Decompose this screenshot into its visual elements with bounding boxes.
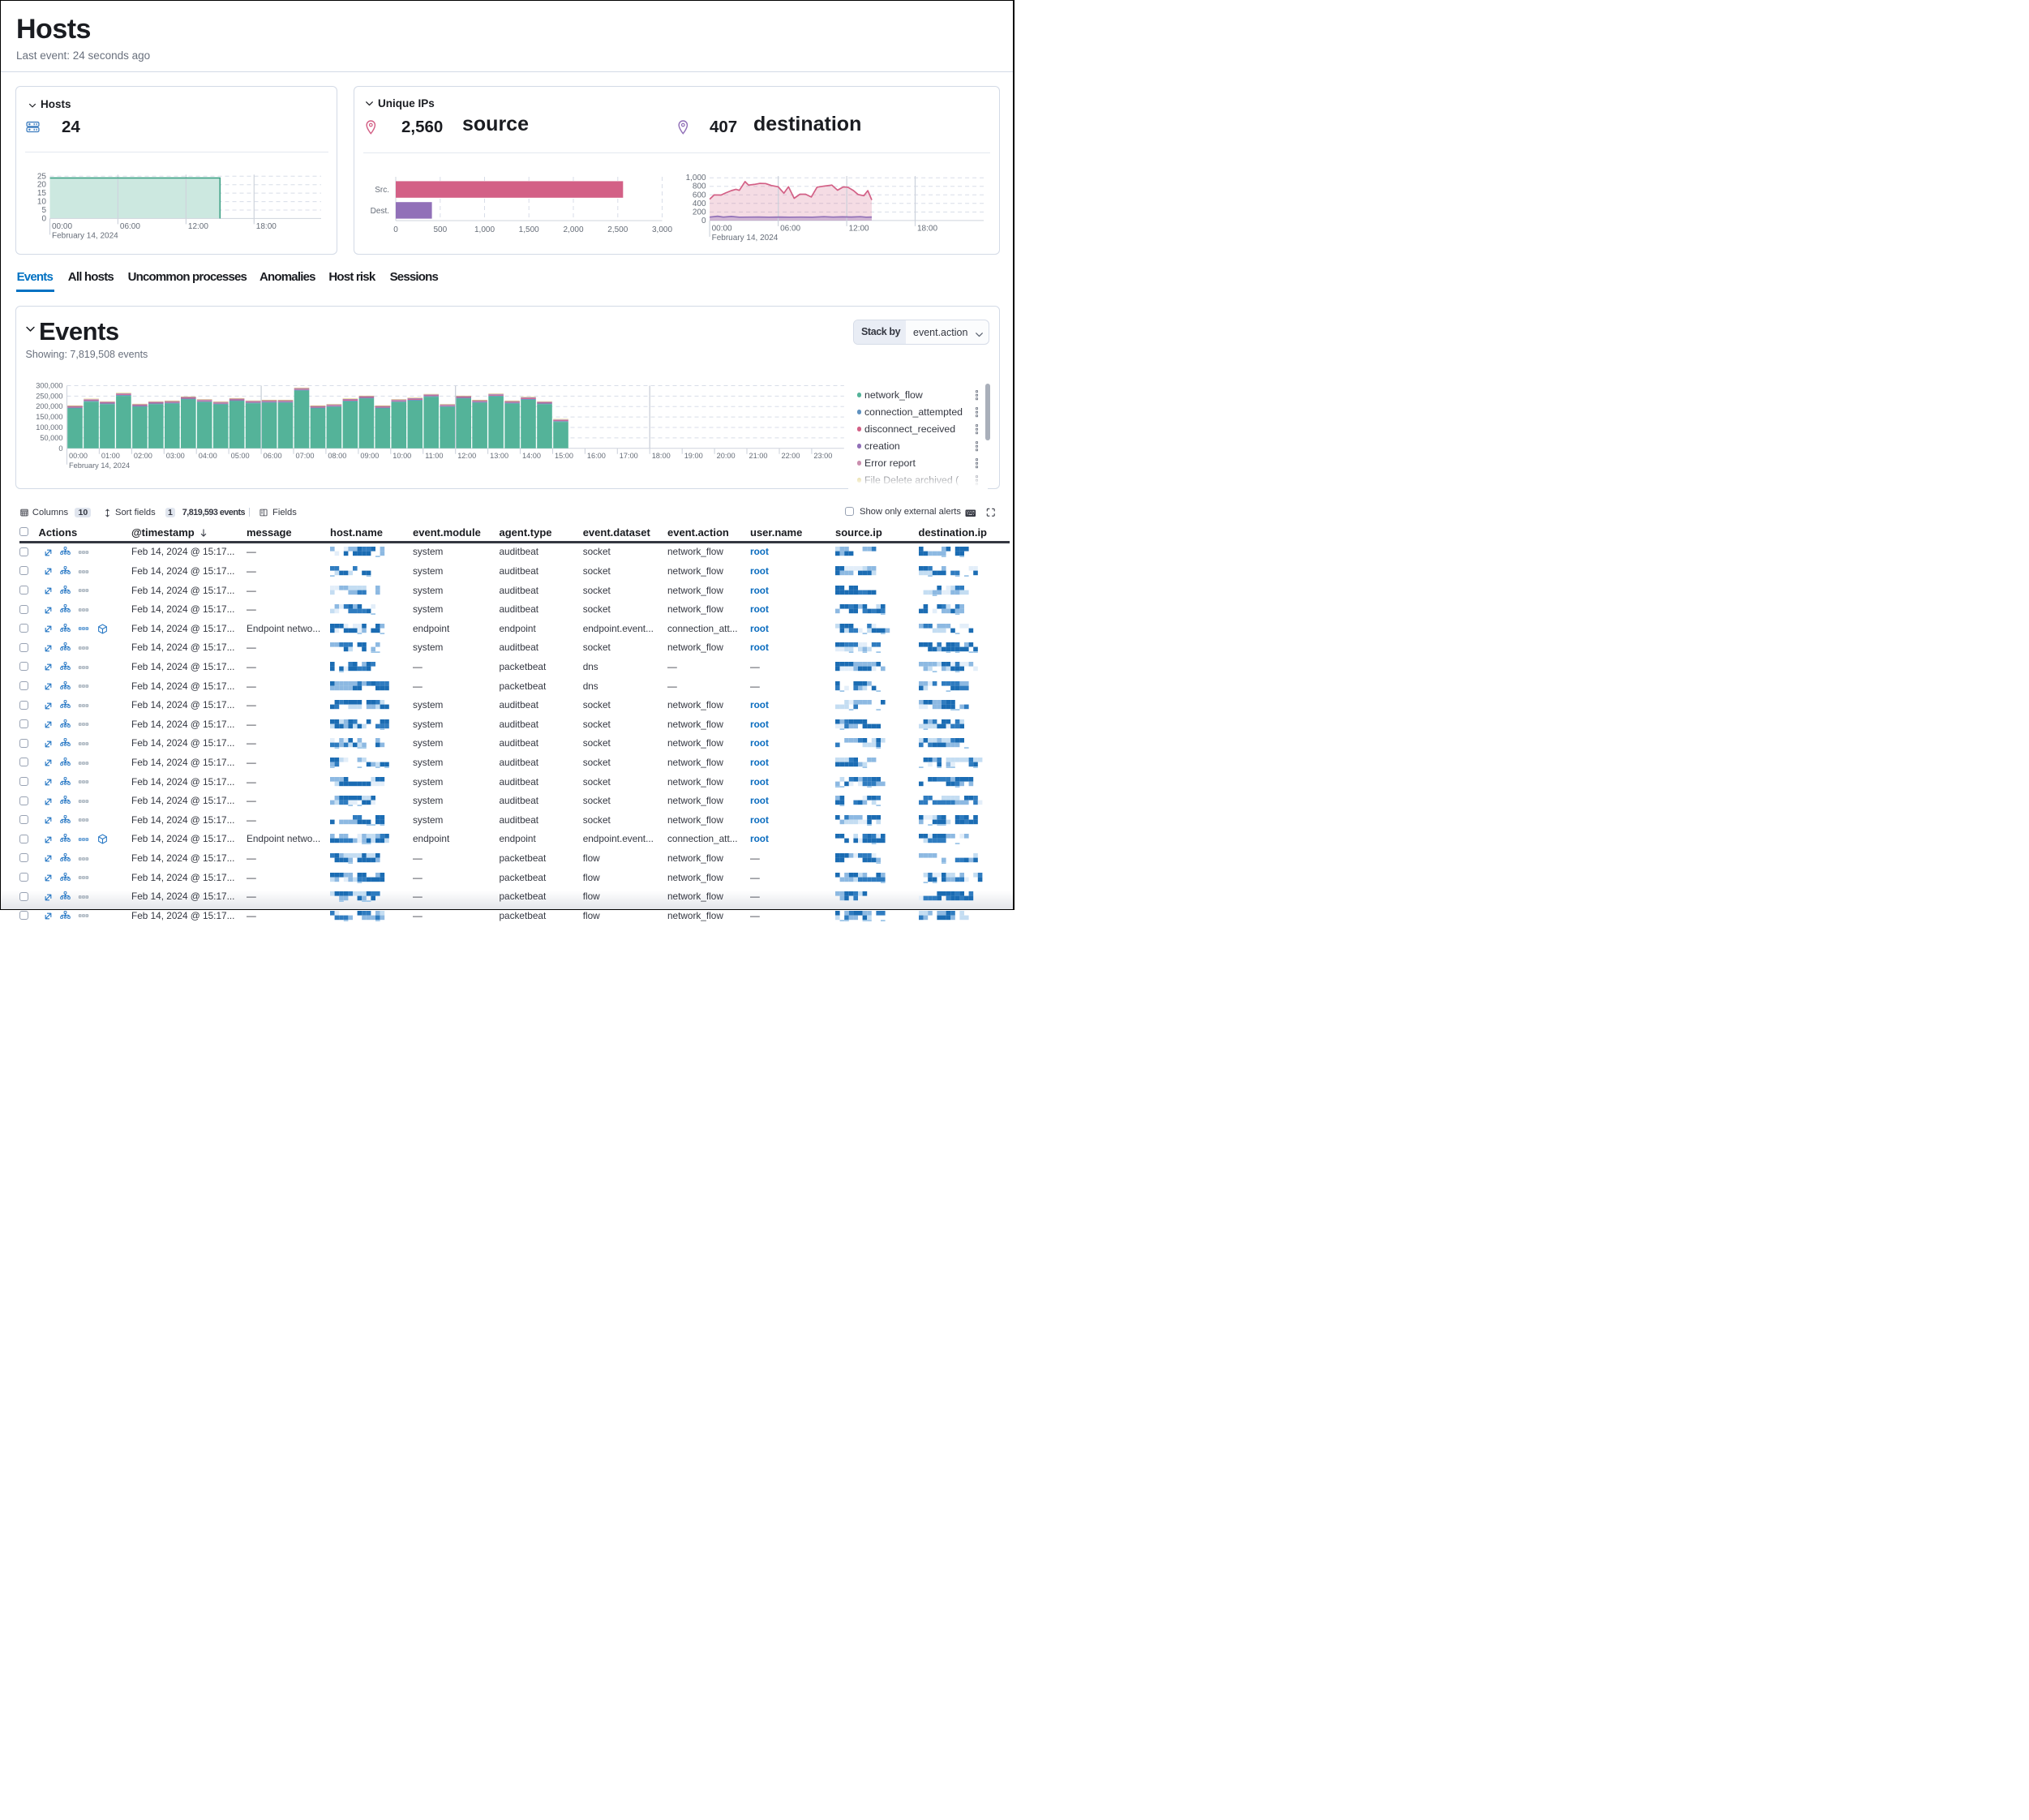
- svg-text:25: 25: [37, 172, 47, 181]
- svg-text:2,500: 2,500: [607, 225, 628, 234]
- svg-text:01:00: 01:00: [101, 452, 120, 460]
- svg-text:00:00: 00:00: [69, 452, 88, 460]
- svg-text:23:00: 23:00: [813, 452, 832, 460]
- svg-text:12:00: 12:00: [848, 224, 869, 233]
- svg-text:100,000: 100,000: [36, 423, 62, 431]
- svg-text:18:00: 18:00: [917, 224, 937, 233]
- svg-text:09:00: 09:00: [360, 452, 379, 460]
- svg-text:2,000: 2,000: [563, 225, 583, 234]
- svg-text:00:00: 00:00: [711, 224, 731, 233]
- svg-text:3,000: 3,000: [651, 225, 671, 234]
- svg-text:15:00: 15:00: [555, 452, 573, 460]
- svg-text:0: 0: [58, 444, 62, 453]
- svg-text:17:00: 17:00: [620, 452, 638, 460]
- svg-text:1,500: 1,500: [518, 225, 538, 234]
- svg-text:Src.: Src.: [375, 186, 389, 195]
- svg-text:13:00: 13:00: [490, 452, 508, 460]
- svg-text:15: 15: [37, 189, 47, 198]
- svg-text:0: 0: [41, 214, 46, 223]
- svg-text:02:00: 02:00: [134, 452, 152, 460]
- svg-text:1,000: 1,000: [685, 174, 706, 182]
- svg-text:800: 800: [692, 182, 706, 191]
- svg-text:08:00: 08:00: [328, 452, 346, 460]
- svg-text:12:00: 12:00: [188, 222, 208, 231]
- svg-text:06:00: 06:00: [780, 224, 800, 233]
- svg-text:10:00: 10:00: [393, 452, 411, 460]
- svg-text:50,000: 50,000: [40, 434, 62, 442]
- svg-text:February 14, 2024: February 14, 2024: [69, 461, 130, 470]
- svg-text:05:00: 05:00: [231, 452, 250, 460]
- svg-text:19:00: 19:00: [684, 452, 703, 460]
- svg-text:Dest.: Dest.: [370, 207, 388, 216]
- svg-text:20: 20: [37, 181, 47, 190]
- svg-text:03:00: 03:00: [166, 452, 185, 460]
- svg-text:500: 500: [433, 225, 447, 234]
- svg-text:06:00: 06:00: [120, 222, 140, 231]
- svg-text:200: 200: [692, 208, 706, 217]
- svg-text:18:00: 18:00: [652, 452, 671, 460]
- svg-text:21:00: 21:00: [749, 452, 768, 460]
- svg-text:20:00: 20:00: [717, 452, 736, 460]
- svg-text:February 14, 2024: February 14, 2024: [52, 231, 118, 240]
- svg-text:5: 5: [41, 206, 46, 215]
- svg-text:10: 10: [37, 198, 47, 207]
- svg-text:150,000: 150,000: [36, 413, 62, 421]
- svg-text:250,000: 250,000: [36, 392, 62, 400]
- svg-text:12:00: 12:00: [457, 452, 476, 460]
- svg-text:18:00: 18:00: [256, 222, 277, 231]
- svg-text:06:00: 06:00: [264, 452, 282, 460]
- svg-text:07:00: 07:00: [296, 452, 315, 460]
- svg-text:0: 0: [701, 217, 706, 225]
- svg-text:1,000: 1,000: [474, 225, 494, 234]
- svg-text:February 14, 2024: February 14, 2024: [711, 234, 778, 243]
- svg-text:14:00: 14:00: [522, 452, 541, 460]
- svg-text:22:00: 22:00: [782, 452, 800, 460]
- svg-text:04:00: 04:00: [199, 452, 217, 460]
- svg-text:200,000: 200,000: [36, 402, 62, 410]
- svg-text:16:00: 16:00: [587, 452, 606, 460]
- svg-text:400: 400: [692, 200, 706, 208]
- svg-text:0: 0: [393, 225, 398, 234]
- svg-text:11:00: 11:00: [425, 452, 443, 460]
- svg-text:600: 600: [692, 191, 706, 200]
- svg-text:300,000: 300,000: [36, 382, 62, 390]
- svg-text:00:00: 00:00: [52, 222, 72, 231]
